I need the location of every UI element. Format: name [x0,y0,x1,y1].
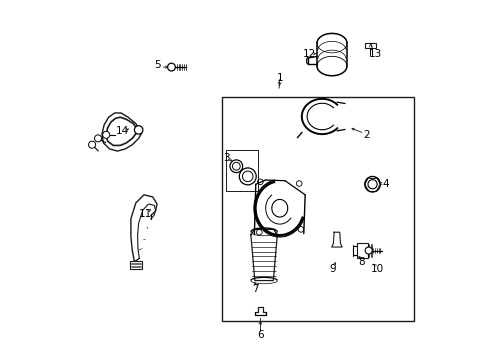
Text: 2: 2 [362,130,369,140]
Text: 13: 13 [368,49,382,59]
Text: 11: 11 [138,208,151,219]
Circle shape [94,135,102,142]
Text: 3: 3 [223,153,230,163]
Polygon shape [250,229,277,280]
Bar [130,261,142,269]
Circle shape [88,141,96,148]
Bar [221,97,413,321]
Circle shape [102,131,109,138]
Polygon shape [331,232,342,247]
Text: 10: 10 [370,264,384,274]
Text: 12: 12 [302,49,315,59]
Circle shape [365,247,371,254]
Text: 8: 8 [358,257,364,267]
Circle shape [134,126,142,134]
Bar [225,150,257,190]
Text: 9: 9 [329,264,335,274]
Text: 6: 6 [257,329,263,339]
Bar [365,43,375,48]
Bar [357,243,367,258]
Text: 1: 1 [276,73,283,83]
Text: 4: 4 [382,179,388,189]
Text: 5: 5 [153,60,160,70]
Text: 7: 7 [251,284,258,294]
Text: 14: 14 [116,126,129,136]
